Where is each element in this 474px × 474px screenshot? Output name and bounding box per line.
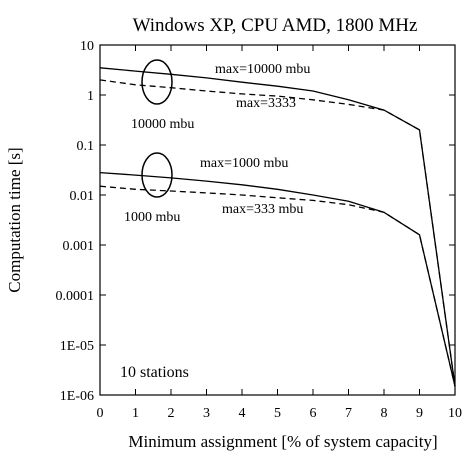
y-tick-label: 10 xyxy=(80,39,94,54)
x-tick-label: 3 xyxy=(203,406,210,421)
y-axis-label: Computation time [s] xyxy=(5,147,24,292)
group-ellipse-10000 xyxy=(141,59,173,105)
x-tick-label: 8 xyxy=(381,406,388,421)
series-line-max-1000-mbu xyxy=(99,171,456,387)
y-tick-label: 1E-05 xyxy=(60,339,94,354)
series-label-max-333: max=333 mbu xyxy=(222,202,303,217)
series-label-max-10000: max=10000 mbu xyxy=(215,62,310,77)
series-layer xyxy=(99,67,456,387)
x-tick-label: 6 xyxy=(310,406,317,421)
series-label-max-1000: max=1000 mbu xyxy=(200,156,288,171)
annotation-layer: max=10000 mbu max=3333 max=1000 mbu max=… xyxy=(120,59,310,381)
y-tick-label: 1 xyxy=(87,89,94,104)
group-label-10000: 10000 mbu xyxy=(131,117,194,132)
y-tick-label: 0.01 xyxy=(70,189,95,204)
x-tick-label: 0 xyxy=(97,406,104,421)
x-tick-label: 2 xyxy=(168,406,175,421)
y-tick-label: 0.1 xyxy=(77,139,95,154)
y-tick-label: 1E-06 xyxy=(60,389,94,404)
series-label-max-3333: max=3333 xyxy=(236,96,296,111)
x-tick-label: 7 xyxy=(345,406,352,421)
series-line-max-10000-mbu xyxy=(99,67,456,387)
x-tick-label: 5 xyxy=(274,406,281,421)
y-tick-label: 0.001 xyxy=(63,239,95,254)
x-tick-label: 1 xyxy=(132,406,139,421)
x-axis-label: Minimum assignment [% of system capacity… xyxy=(128,432,437,451)
y-tick-label: 0.0001 xyxy=(56,289,95,304)
x-tick-label: 10 xyxy=(448,406,462,421)
group-ellipse-1000 xyxy=(141,152,173,198)
group-label-1000: 1000 mbu xyxy=(124,210,180,225)
x-tick-label: 4 xyxy=(239,406,246,421)
stations-label: 10 stations xyxy=(120,364,189,381)
chart-title: Windows XP, CPU AMD, 1800 MHz xyxy=(133,15,418,36)
x-tick-label: 9 xyxy=(416,406,423,421)
y-axis-ticks: 10 1 0.1 0.01 0.001 0.0001 1E-05 1E-06 xyxy=(56,39,455,404)
x-axis-ticks: 0 1 2 3 4 5 6 7 8 9 10 xyxy=(97,45,462,421)
